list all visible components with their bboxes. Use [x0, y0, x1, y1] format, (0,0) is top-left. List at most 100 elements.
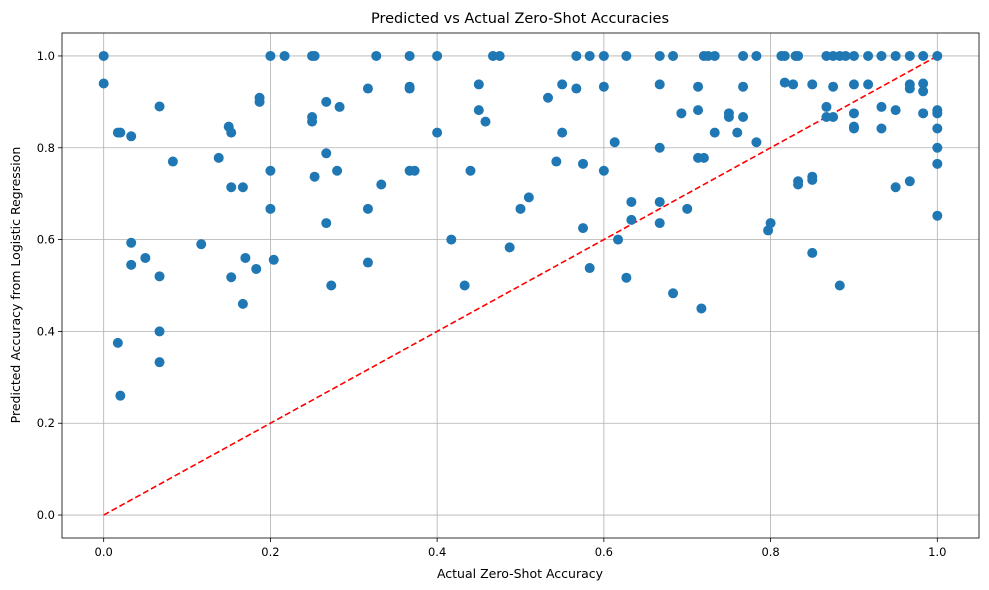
x-tick-label: 0.6 [595, 545, 613, 559]
data-point [371, 50, 382, 61]
data-point [154, 357, 165, 368]
data-point [237, 182, 248, 193]
data-point [126, 237, 137, 248]
chart-title: Predicted vs Actual Zero-Shot Accuracies [371, 11, 669, 27]
data-point [676, 108, 687, 119]
data-point [196, 239, 207, 250]
data-point [863, 79, 874, 90]
data-point [446, 234, 457, 245]
data-point [115, 390, 126, 401]
x-axis-label: Actual Zero-Shot Accuracy [437, 566, 604, 581]
data-point [918, 78, 929, 89]
data-point [863, 50, 874, 61]
data-point [828, 81, 839, 92]
data-point [904, 50, 915, 61]
data-point [265, 50, 276, 61]
data-point [465, 165, 476, 176]
y-axis-label: Predicted Accuracy from Logistic Regress… [8, 147, 23, 424]
data-point [821, 101, 832, 112]
data-point [848, 79, 859, 90]
data-point [551, 156, 562, 167]
data-point [309, 50, 320, 61]
data-point [409, 165, 420, 176]
data-point [237, 298, 248, 309]
data-point [254, 96, 265, 107]
y-tick-label: 0.4 [37, 324, 55, 338]
data-point [251, 263, 262, 274]
data-point [626, 214, 637, 225]
data-point [738, 50, 749, 61]
data-point [523, 192, 534, 203]
data-point [543, 92, 554, 103]
data-point [584, 263, 595, 274]
data-point [334, 101, 345, 112]
data-point [698, 152, 709, 163]
data-point [167, 156, 178, 167]
data-point [932, 158, 943, 169]
data-point [890, 182, 901, 193]
data-point [362, 257, 373, 268]
data-point [321, 148, 332, 159]
data-point [654, 79, 665, 90]
data-point [788, 79, 799, 90]
data-point [265, 165, 276, 176]
y-tick-label: 0.2 [37, 416, 55, 430]
data-point [598, 165, 609, 176]
data-point [126, 131, 137, 142]
data-point [515, 203, 526, 214]
data-point [154, 326, 165, 337]
data-point [654, 142, 665, 153]
x-axis-ticks: 0.0 0.2 0.4 0.6 0.8 1.0 [95, 538, 946, 559]
data-point [332, 165, 343, 176]
data-point [362, 83, 373, 94]
data-point [321, 218, 332, 229]
reference-line-layer [103, 55, 938, 516]
data-point [654, 50, 665, 61]
data-point [268, 254, 279, 265]
data-point [326, 280, 337, 291]
data-point [779, 77, 790, 88]
data-point [432, 50, 443, 61]
data-point [504, 242, 515, 253]
data-point [557, 127, 568, 138]
data-point [213, 152, 224, 163]
data-point [376, 179, 387, 190]
data-point [240, 252, 251, 263]
data-point [904, 83, 915, 94]
data-point [154, 271, 165, 282]
data-point [459, 280, 470, 291]
data-point [738, 112, 749, 123]
data-point [578, 158, 589, 169]
data-point [918, 108, 929, 119]
data-point [848, 123, 859, 134]
x-tick-label: 1.0 [928, 545, 946, 559]
y-axis-ticks: 0.0 0.2 0.4 0.6 0.8 1.0 [37, 49, 62, 522]
data-point [321, 96, 332, 107]
data-point [265, 203, 276, 214]
data-point [473, 79, 484, 90]
data-point [473, 105, 484, 116]
data-point [613, 234, 624, 245]
data-point [584, 50, 595, 61]
y-tick-label: 0.6 [37, 233, 55, 247]
data-point [654, 218, 665, 229]
data-point [307, 116, 318, 127]
data-point [765, 218, 776, 229]
data-point [918, 50, 929, 61]
data-point [793, 179, 804, 190]
data-point [932, 123, 943, 134]
data-point [807, 247, 818, 258]
data-point [432, 127, 443, 138]
data-point [226, 127, 237, 138]
data-point [571, 83, 582, 94]
data-point [876, 123, 887, 134]
data-point [918, 86, 929, 97]
data-point [732, 127, 743, 138]
data-point [876, 50, 887, 61]
x-tick-label: 0.8 [761, 545, 779, 559]
data-point [140, 252, 151, 263]
data-point [362, 203, 373, 214]
data-point [738, 81, 749, 92]
data-point [668, 50, 679, 61]
